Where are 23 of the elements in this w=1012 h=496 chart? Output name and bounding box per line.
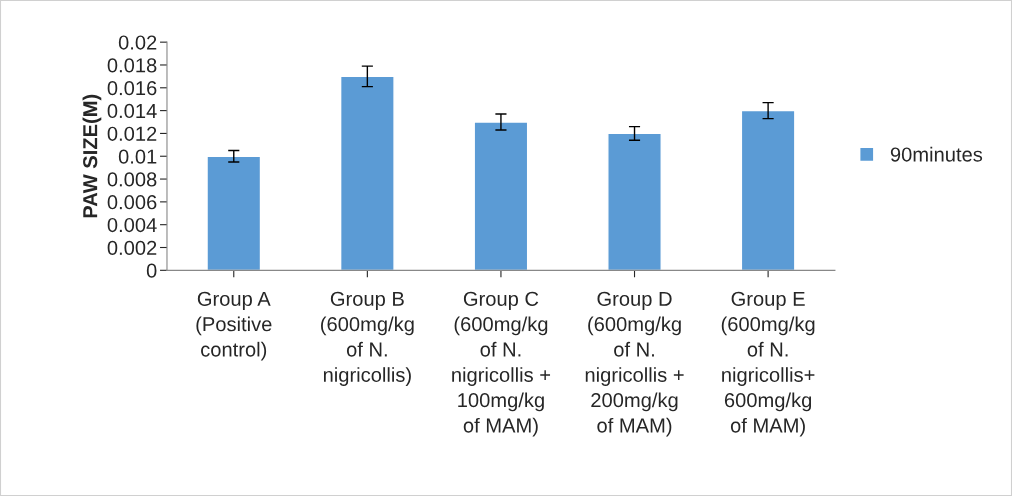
bar	[607, 132, 662, 271]
y-tick-label: 0.008	[107, 172, 157, 187]
y-tick-label: 0.012	[107, 126, 157, 141]
y-tick-label: 0.01	[118, 149, 157, 164]
bar	[206, 155, 262, 271]
y-axis-title: PAW SIZE(M)	[82, 94, 102, 218]
x-tick-label: Group C (600mg/kg of N. nigricollis + 100mg/kg of MAM)	[452, 291, 551, 437]
legend-label: 90minutes	[890, 146, 983, 162]
x-tick-label: Group B (600mg/kg of N. nigricollis)	[321, 291, 414, 386]
x-tick-label: Group D (600mg/kg of N. nigricollis + 200mg/kg of MAM)	[585, 291, 684, 437]
y-tick-label: 0.02	[118, 35, 157, 50]
y-tick-label: 0.006	[107, 195, 157, 210]
bar	[339, 75, 395, 271]
x-tick-label: Group A (Positive control)	[196, 291, 272, 361]
bar	[740, 109, 796, 271]
y-tick-label: 0.016	[107, 81, 157, 96]
x-tick-label: Group E (600mg/kg of N. nigricollis+ 600mg/kg of MAM)	[721, 291, 815, 437]
y-tick-label: 0.004	[107, 217, 157, 233]
bar	[473, 121, 529, 271]
y-tick-label: 0.014	[107, 103, 157, 119]
y-tick-label: 0	[146, 263, 157, 278]
y-tick-label: 0.018	[107, 58, 157, 73]
y-tick-label: 0.002	[107, 240, 157, 255]
